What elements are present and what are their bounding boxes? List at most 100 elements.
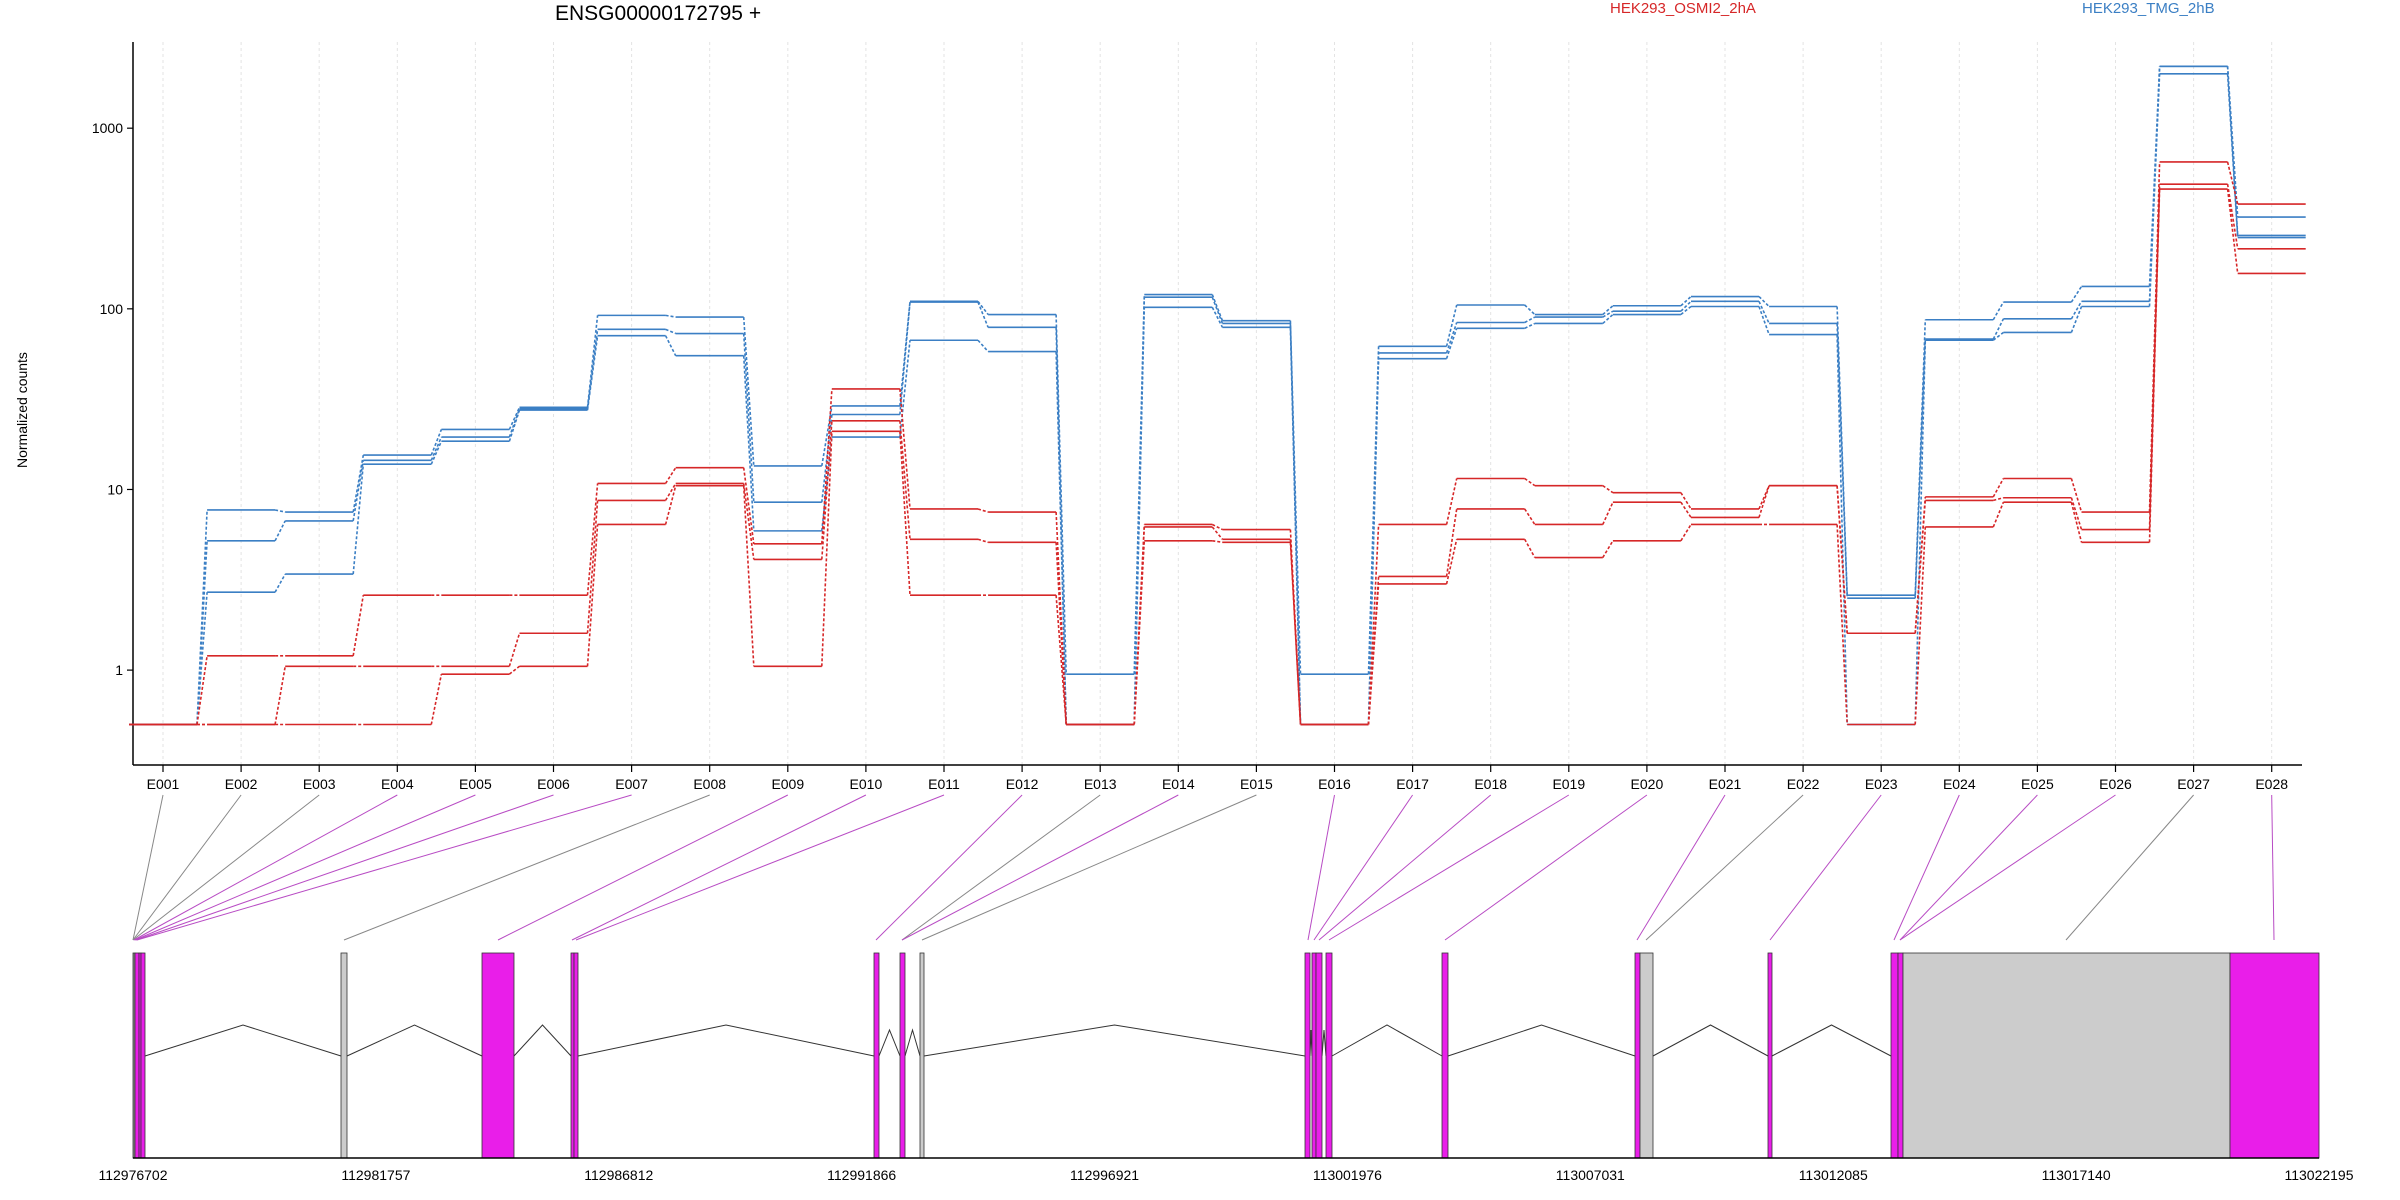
series-connector bbox=[1914, 500, 1927, 634]
genomic-tick-label: 112996921 bbox=[1070, 1167, 1139, 1183]
exon-box bbox=[1311, 952, 1317, 1159]
exon-connector-line bbox=[901, 794, 1101, 941]
exon-box bbox=[899, 952, 906, 1159]
series-connector bbox=[274, 573, 286, 593]
gene-model: 112976702 112981757 112986812 112991866 1129… bbox=[98, 952, 2354, 1183]
y-tick-label: 1 bbox=[115, 662, 123, 678]
series-connector bbox=[1445, 478, 1458, 525]
series-lines bbox=[129, 65, 2306, 726]
x-tick-label: E020 bbox=[1631, 776, 1664, 792]
series-connector bbox=[1524, 322, 1536, 330]
exon-box bbox=[1634, 952, 1641, 1159]
exon-box bbox=[873, 952, 880, 1159]
exon-box bbox=[1441, 952, 1449, 1159]
exon-connector-line bbox=[1769, 794, 1882, 941]
series-connector bbox=[586, 524, 599, 667]
x-tick-label: E007 bbox=[615, 776, 648, 792]
exon-box bbox=[134, 952, 140, 1159]
series-connector bbox=[1680, 305, 1692, 316]
series-connector bbox=[274, 666, 286, 725]
series-connector bbox=[1758, 485, 1770, 518]
series-connector bbox=[1602, 313, 1614, 325]
exon-connector-line bbox=[134, 794, 476, 941]
x-tick-label: E024 bbox=[1943, 776, 1976, 792]
series-connector bbox=[2226, 161, 2239, 205]
series-connector bbox=[1367, 583, 1380, 725]
series-connector bbox=[1289, 327, 1302, 725]
series-connector bbox=[664, 467, 677, 484]
series-connector bbox=[821, 405, 833, 467]
series-connector bbox=[196, 655, 208, 725]
series-connector bbox=[821, 431, 833, 667]
x-tick-label: E004 bbox=[381, 776, 414, 792]
series-connector bbox=[1212, 539, 1223, 544]
exon-box bbox=[1315, 952, 1323, 1159]
series-connector bbox=[742, 355, 755, 531]
series-connector bbox=[1680, 300, 1692, 312]
series-connector bbox=[2226, 73, 2239, 238]
series-connector bbox=[1602, 540, 1614, 558]
intron-line bbox=[878, 1028, 901, 1057]
series-connector bbox=[1992, 318, 2005, 340]
exon-connector-line bbox=[497, 794, 789, 941]
series-connector bbox=[1445, 322, 1458, 354]
series-connector bbox=[2070, 497, 2083, 530]
y-tick-label: 1000 bbox=[92, 120, 123, 136]
x-tick-label: E025 bbox=[2021, 776, 2054, 792]
x-tick-label: E017 bbox=[1396, 776, 1429, 792]
series-connector bbox=[1211, 296, 1224, 324]
series-connector bbox=[1836, 306, 1848, 596]
genomic-tick-label: 113017140 bbox=[2042, 1167, 2111, 1183]
series-connector bbox=[1602, 310, 1614, 318]
exon-connector-line bbox=[1318, 794, 1492, 941]
series-connector bbox=[1914, 526, 1927, 725]
series-connector bbox=[1133, 540, 1146, 725]
exon-connector-line bbox=[1645, 794, 1804, 941]
series-connector bbox=[508, 665, 520, 675]
x-tick-label: E023 bbox=[1865, 776, 1898, 792]
series-connector bbox=[1680, 295, 1692, 307]
series-connector bbox=[742, 467, 755, 544]
series-connector bbox=[2070, 478, 2083, 513]
series-connector bbox=[821, 388, 833, 544]
legend-osmi2: HEK293_OSMI2_2hA bbox=[1610, 0, 1756, 17]
y-axis-label: Normalized counts bbox=[14, 352, 30, 468]
series-connector bbox=[430, 673, 443, 725]
series-connector bbox=[1289, 542, 1302, 725]
grid-lines bbox=[162, 42, 2273, 765]
exon-box bbox=[1639, 952, 1654, 1159]
intron-line bbox=[144, 1024, 342, 1057]
series-connector bbox=[1992, 301, 2005, 321]
series-connector bbox=[1836, 323, 1848, 599]
exon-connector-line bbox=[133, 794, 398, 941]
exon-box bbox=[1325, 952, 1333, 1159]
intron-line bbox=[346, 1024, 483, 1057]
series-connector bbox=[274, 509, 286, 513]
series-connector bbox=[430, 440, 443, 465]
series-connector bbox=[1445, 304, 1458, 347]
series-connector bbox=[1055, 595, 1067, 725]
series-connector bbox=[664, 335, 677, 357]
series-connector bbox=[1914, 340, 1927, 725]
exon-connector-line bbox=[132, 794, 164, 941]
series-connector bbox=[1055, 542, 1067, 725]
exon-box bbox=[140, 952, 146, 1159]
series-connector bbox=[977, 300, 989, 316]
x-tick-label: E002 bbox=[225, 776, 258, 792]
exon-connector-line bbox=[2065, 794, 2194, 941]
series-connector bbox=[1680, 501, 1692, 518]
series-connector bbox=[977, 508, 989, 513]
series-connector bbox=[1602, 501, 1614, 525]
x-tick-label: E003 bbox=[303, 776, 336, 792]
series-connector bbox=[899, 388, 911, 510]
series-connector bbox=[508, 409, 521, 442]
series-connector bbox=[1133, 307, 1146, 725]
series-connector bbox=[1758, 301, 1770, 324]
exon-box bbox=[2229, 952, 2320, 1159]
intron-line bbox=[1447, 1024, 1636, 1057]
series-connector bbox=[1524, 316, 1536, 324]
exon-connector-line bbox=[1899, 794, 2038, 941]
exon-connector-line bbox=[1893, 794, 1960, 941]
intron-line bbox=[923, 1024, 1306, 1057]
